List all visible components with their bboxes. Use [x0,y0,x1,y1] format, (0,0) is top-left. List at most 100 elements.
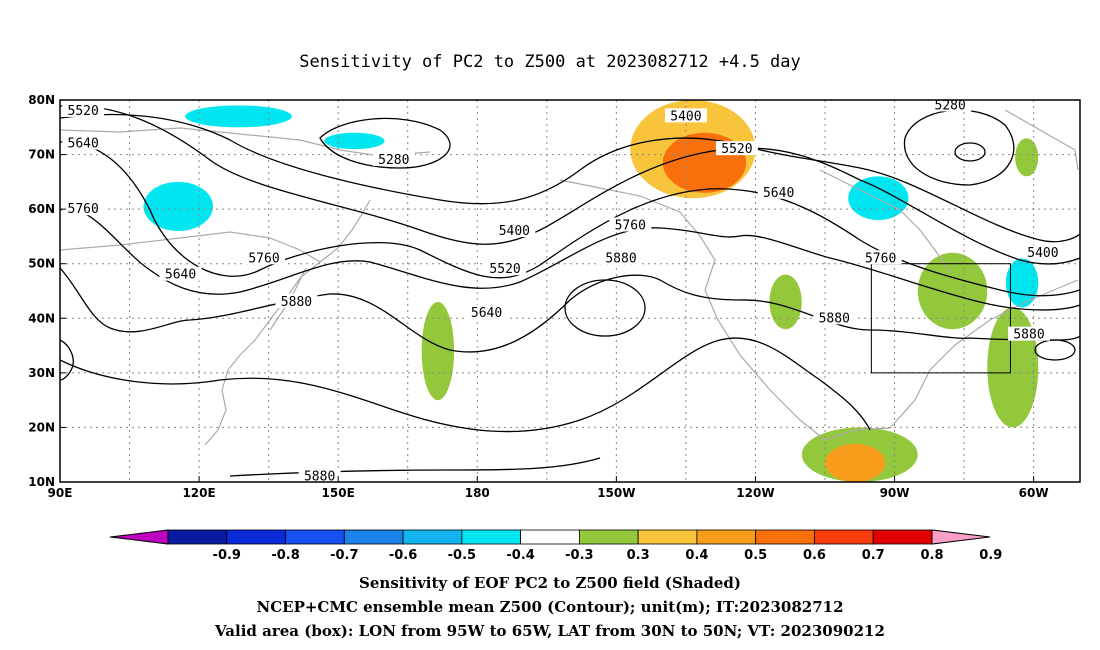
contour-label-5640: 5640 [757,184,800,201]
contour-label-text: 5880 [819,311,850,326]
contour-label-bg [715,141,758,156]
y-tick-label: 70N [28,148,55,162]
colorbar-arrow-left [109,529,169,545]
x-tick-label: 90W [880,486,910,500]
colorbar-box [520,529,580,545]
contour-high-pacific [564,279,646,337]
contour-label-text: 5880 [1013,328,1044,343]
coastline-alaska [559,179,716,291]
contour-label-5520: 5520 [715,141,758,157]
contour-label-bg [929,100,972,112]
contour-label-bg [484,261,527,276]
caption-line-3: Valid area (box): LON from 95W to 65W, L… [214,622,885,640]
coastline-west-north-america [704,289,826,441]
contour-5400 [60,113,1080,243]
y-tick-label: 10N [28,475,55,489]
coastline-hudson [819,169,951,273]
contour-label-5880: 5880 [1008,326,1050,343]
contour-label-5880: 5880 [298,468,341,482]
contour-label-5640: 5640 [465,304,508,321]
contour-5760 [60,208,1080,311]
contour-label-5520: 5520 [484,261,527,277]
contour-label-text: 5520 [68,104,99,119]
colorbar-box [872,529,933,545]
colorbar-box [461,529,522,545]
coastline-greenland [1004,109,1079,171]
contour-label-5280: 5280 [929,100,972,113]
contour-label-text: 5760 [865,251,896,266]
colorbar-label: 0.6 [803,548,826,563]
y-tick-label: 40N [28,311,55,325]
contour-label-bg [62,135,105,150]
colorbar-label: 0.9 [979,548,1002,563]
colorbar-label: -0.3 [565,548,593,563]
contour-label-text: 5760 [248,251,279,266]
coastline-gulf [824,279,1079,441]
colorbar-box [285,529,345,545]
colorbar-label: -0.9 [213,548,241,563]
contour-label-text: 5400 [1027,246,1058,261]
caption-line-1: Sensitivity of EOF PC2 to Z500 field (Sh… [359,574,741,592]
colorbar-box [167,529,228,545]
contour-label-text: 5640 [471,306,502,321]
contour-5520 [60,104,1080,265]
map-background [60,100,1080,482]
contour-label-bg [159,266,202,281]
shaded-region-10 [987,307,1039,428]
y-axis-ticks: 10N 20N 30N 40N 50N 60N 70N 80N [28,93,66,489]
coastline-kamchatka [319,199,371,263]
contour-5280-west [319,117,451,169]
colorbar: -0.9 -0.8 -0.7 -0.6 -0.5 -0.4 -0.3 0.3 0.4 0.5 0.6… [109,529,1002,563]
contour-label-text: 5760 [615,219,646,234]
contour-label-bg [609,217,652,232]
valid-area-box [870,263,1011,374]
colorbar-box [814,529,874,545]
contour-label-bg [298,468,341,482]
shaded-region-12 [825,443,886,482]
x-axis-ticks: 90E 120E 150E 180 150W 120W 90W 60W [48,476,1049,500]
contour-label-bg [493,222,536,237]
contour-5880-subtropical [60,337,871,433]
contour-label-text: 5880 [281,295,312,310]
contour-label-5520: 5520 [62,102,105,119]
contour-label-bg [372,152,415,167]
contour-label-5760: 5760 [859,250,902,266]
colorbar-label: 0.8 [920,548,943,563]
contour-label-5760: 5760 [243,250,285,266]
colorbar-label: -0.4 [506,548,534,563]
colorbar-box [343,529,404,545]
contour-label-bg [859,250,902,265]
contour-label-5640: 5640 [159,266,202,283]
colorbar-label: -0.7 [330,548,358,563]
contour-label-bg [62,102,105,117]
shaded-region-4 [324,132,385,150]
contour-label-5880: 5880 [275,293,318,310]
contour-label-bg [757,184,800,199]
contour-label-text: 5400 [670,109,701,124]
caption-line-2: NCEP+CMC ensemble mean Z500 (Contour); u… [257,598,844,616]
x-tick-label: 180 [465,486,490,500]
colorbar-label: 0.5 [744,548,767,563]
contour-label-text: 5400 [499,224,530,239]
shaded-region-3 [185,105,292,128]
contour-label-bg [275,293,318,308]
colorbar-label: -0.5 [448,548,476,563]
shaded-region-14 [1015,138,1039,177]
contour-label-text: 5520 [721,142,752,157]
contour-5880-south [229,457,601,477]
contour-label-bg [664,108,707,123]
contour-label-5400: 5400 [664,108,707,124]
contour-label-5280: 5280 [372,152,415,168]
contour-label-bg [1021,244,1064,259]
contour-5880 [60,267,1080,353]
colorbar-arrow-right [931,529,991,545]
colorbar-label: 0.3 [627,548,650,563]
colorbar-label: 0.4 [685,548,708,563]
colorbar-box [696,529,757,545]
x-tick-label: 150E [322,486,355,500]
x-tick-label: 60W [1019,486,1049,500]
x-tick-label: 90E [48,486,73,500]
x-tick-label: 120W [736,486,774,500]
colorbar-label: -0.6 [389,548,417,563]
